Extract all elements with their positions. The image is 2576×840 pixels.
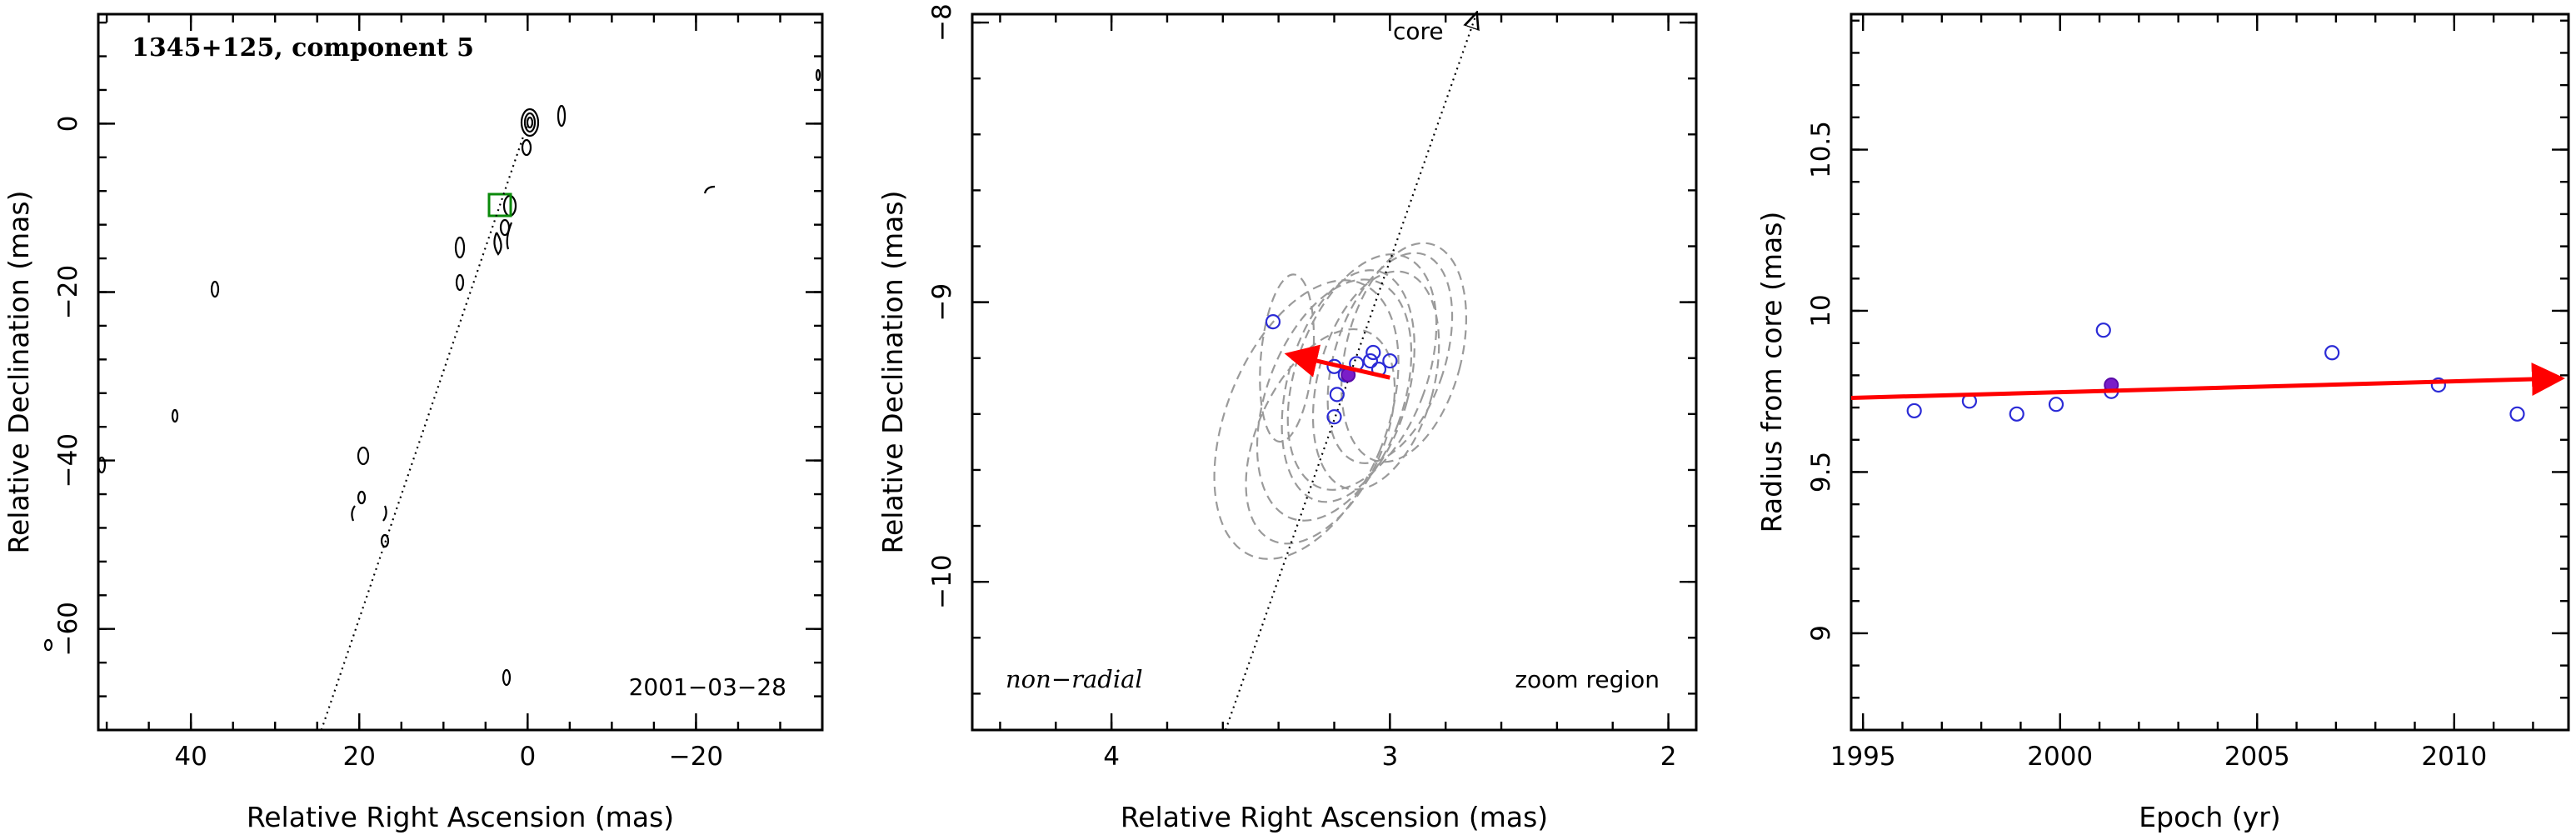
y-axis-label: Relative Declination (mas) bbox=[876, 191, 909, 554]
x-tick-label: 2010 bbox=[2421, 742, 2487, 772]
y-tick-label: 10.5 bbox=[1806, 121, 1836, 178]
beam-ellipses bbox=[1213, 242, 1468, 560]
position-point bbox=[1382, 352, 1398, 369]
map-date: 2001−03−28 bbox=[629, 673, 786, 701]
x-tick-label: 2005 bbox=[2224, 742, 2290, 772]
x-tick-label: 20 bbox=[343, 742, 376, 772]
position-point bbox=[1326, 409, 1342, 425]
x-tick-label: −20 bbox=[669, 742, 723, 772]
non-radial-label: non−radial bbox=[1006, 665, 1143, 693]
x-axis-label: Relative Right Ascension (mas) bbox=[247, 801, 674, 833]
contour-map-panel: 40 20 0 −20 0 −20 −40 −60 Relative Right Ascensi… bbox=[2, 12, 824, 833]
y-tick-label: −40 bbox=[53, 433, 83, 488]
y-tick-label: −60 bbox=[53, 602, 83, 656]
x-axis-label: Epoch (yr) bbox=[2139, 801, 2280, 833]
y-tick-label: 10 bbox=[1806, 294, 1836, 327]
x-tick-label: 1995 bbox=[1830, 742, 1896, 772]
x-axis-label: Relative Right Ascension (mas) bbox=[1121, 801, 1548, 833]
component-box bbox=[487, 192, 512, 218]
velocity-vector bbox=[1284, 344, 1390, 380]
y-tick-label: 0 bbox=[53, 116, 83, 132]
radius-point bbox=[2324, 345, 2340, 361]
radius-point bbox=[2509, 406, 2525, 422]
plot-frame bbox=[97, 12, 824, 732]
zoom-panel: core non−radial zoom region 4 3 2 −8 −9 −10 Re… bbox=[876, 3, 1698, 833]
x-tick-label: 4 bbox=[1103, 742, 1120, 772]
zoom-region-label: zoom region bbox=[1515, 666, 1660, 693]
contour-plot bbox=[43, 68, 821, 687]
y-tick-label: −9 bbox=[927, 283, 957, 322]
beam-ellipse bbox=[1326, 252, 1454, 464]
y-axis-label: Relative Declination (mas) bbox=[2, 191, 35, 554]
radius-fit-vector bbox=[1850, 362, 2565, 400]
radius-point bbox=[2095, 322, 2111, 338]
map-title: 1345+125, component 5 bbox=[132, 33, 474, 62]
y-tick-label: −20 bbox=[53, 265, 83, 319]
position-point bbox=[1329, 387, 1345, 402]
x-tick-label: 2000 bbox=[2027, 742, 2093, 772]
radius-point bbox=[2048, 397, 2064, 412]
y-axis-label: Radius from core (mas) bbox=[1755, 212, 1788, 533]
y-tick-label: 9.5 bbox=[1806, 452, 1836, 492]
position-point bbox=[1265, 314, 1281, 330]
y-tick-label: 9 bbox=[1806, 625, 1836, 642]
x-tick-label: 0 bbox=[519, 742, 536, 772]
beam-ellipse bbox=[1256, 278, 1413, 522]
x-tick-label: 2 bbox=[1660, 742, 1677, 772]
plot-frame bbox=[971, 12, 1698, 732]
radius-point bbox=[2009, 406, 2024, 422]
radius-panel: 1995 2000 2005 2010 9 9.5 10 10.5 Epoch (yr) Radi… bbox=[1755, 12, 2570, 833]
y-tick-label: −10 bbox=[927, 554, 957, 608]
x-tick-label: 40 bbox=[174, 742, 207, 772]
beam-ellipse bbox=[1340, 242, 1468, 463]
beam-ellipse bbox=[1213, 279, 1400, 560]
position-point bbox=[1365, 344, 1381, 361]
radius-point bbox=[1906, 402, 1922, 419]
core-arrow-label: core bbox=[1393, 18, 1444, 45]
position-point bbox=[1362, 352, 1379, 369]
x-tick-label: 3 bbox=[1381, 742, 1398, 772]
plot-frame bbox=[1850, 12, 2570, 732]
beam-ellipse bbox=[1281, 269, 1415, 503]
radius-point bbox=[2430, 377, 2446, 393]
y-tick-label: −8 bbox=[927, 3, 957, 42]
